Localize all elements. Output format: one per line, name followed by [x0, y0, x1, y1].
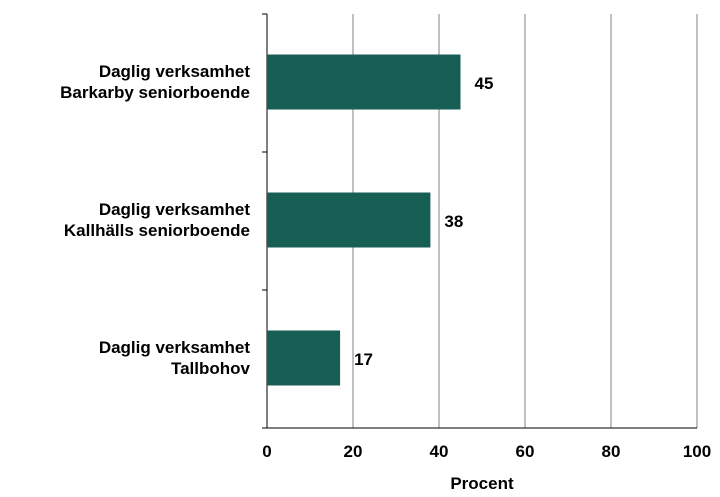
value-label: 17: [354, 350, 373, 369]
x-tick-label: 80: [602, 442, 621, 461]
x-tick-label: 40: [430, 442, 449, 461]
y-tick-label: Daglig verksamhet Barkarby seniorboende: [60, 62, 250, 102]
x-tick-label: 100: [683, 442, 711, 461]
bar: [267, 330, 341, 386]
x-tick-label: 60: [516, 442, 535, 461]
value-label: 45: [475, 74, 494, 93]
y-tick-label: Daglig verksamhet Kallhälls seniorboende: [63, 200, 250, 240]
bar: [267, 54, 461, 110]
x-tick-label: 0: [262, 442, 271, 461]
x-tick-label: 20: [344, 442, 363, 461]
bar: [267, 192, 431, 248]
y-tick-label: Daglig verksamhet Tallbohov: [98, 338, 250, 378]
value-label: 38: [444, 212, 463, 231]
x-axis-label: Procent: [450, 474, 514, 493]
